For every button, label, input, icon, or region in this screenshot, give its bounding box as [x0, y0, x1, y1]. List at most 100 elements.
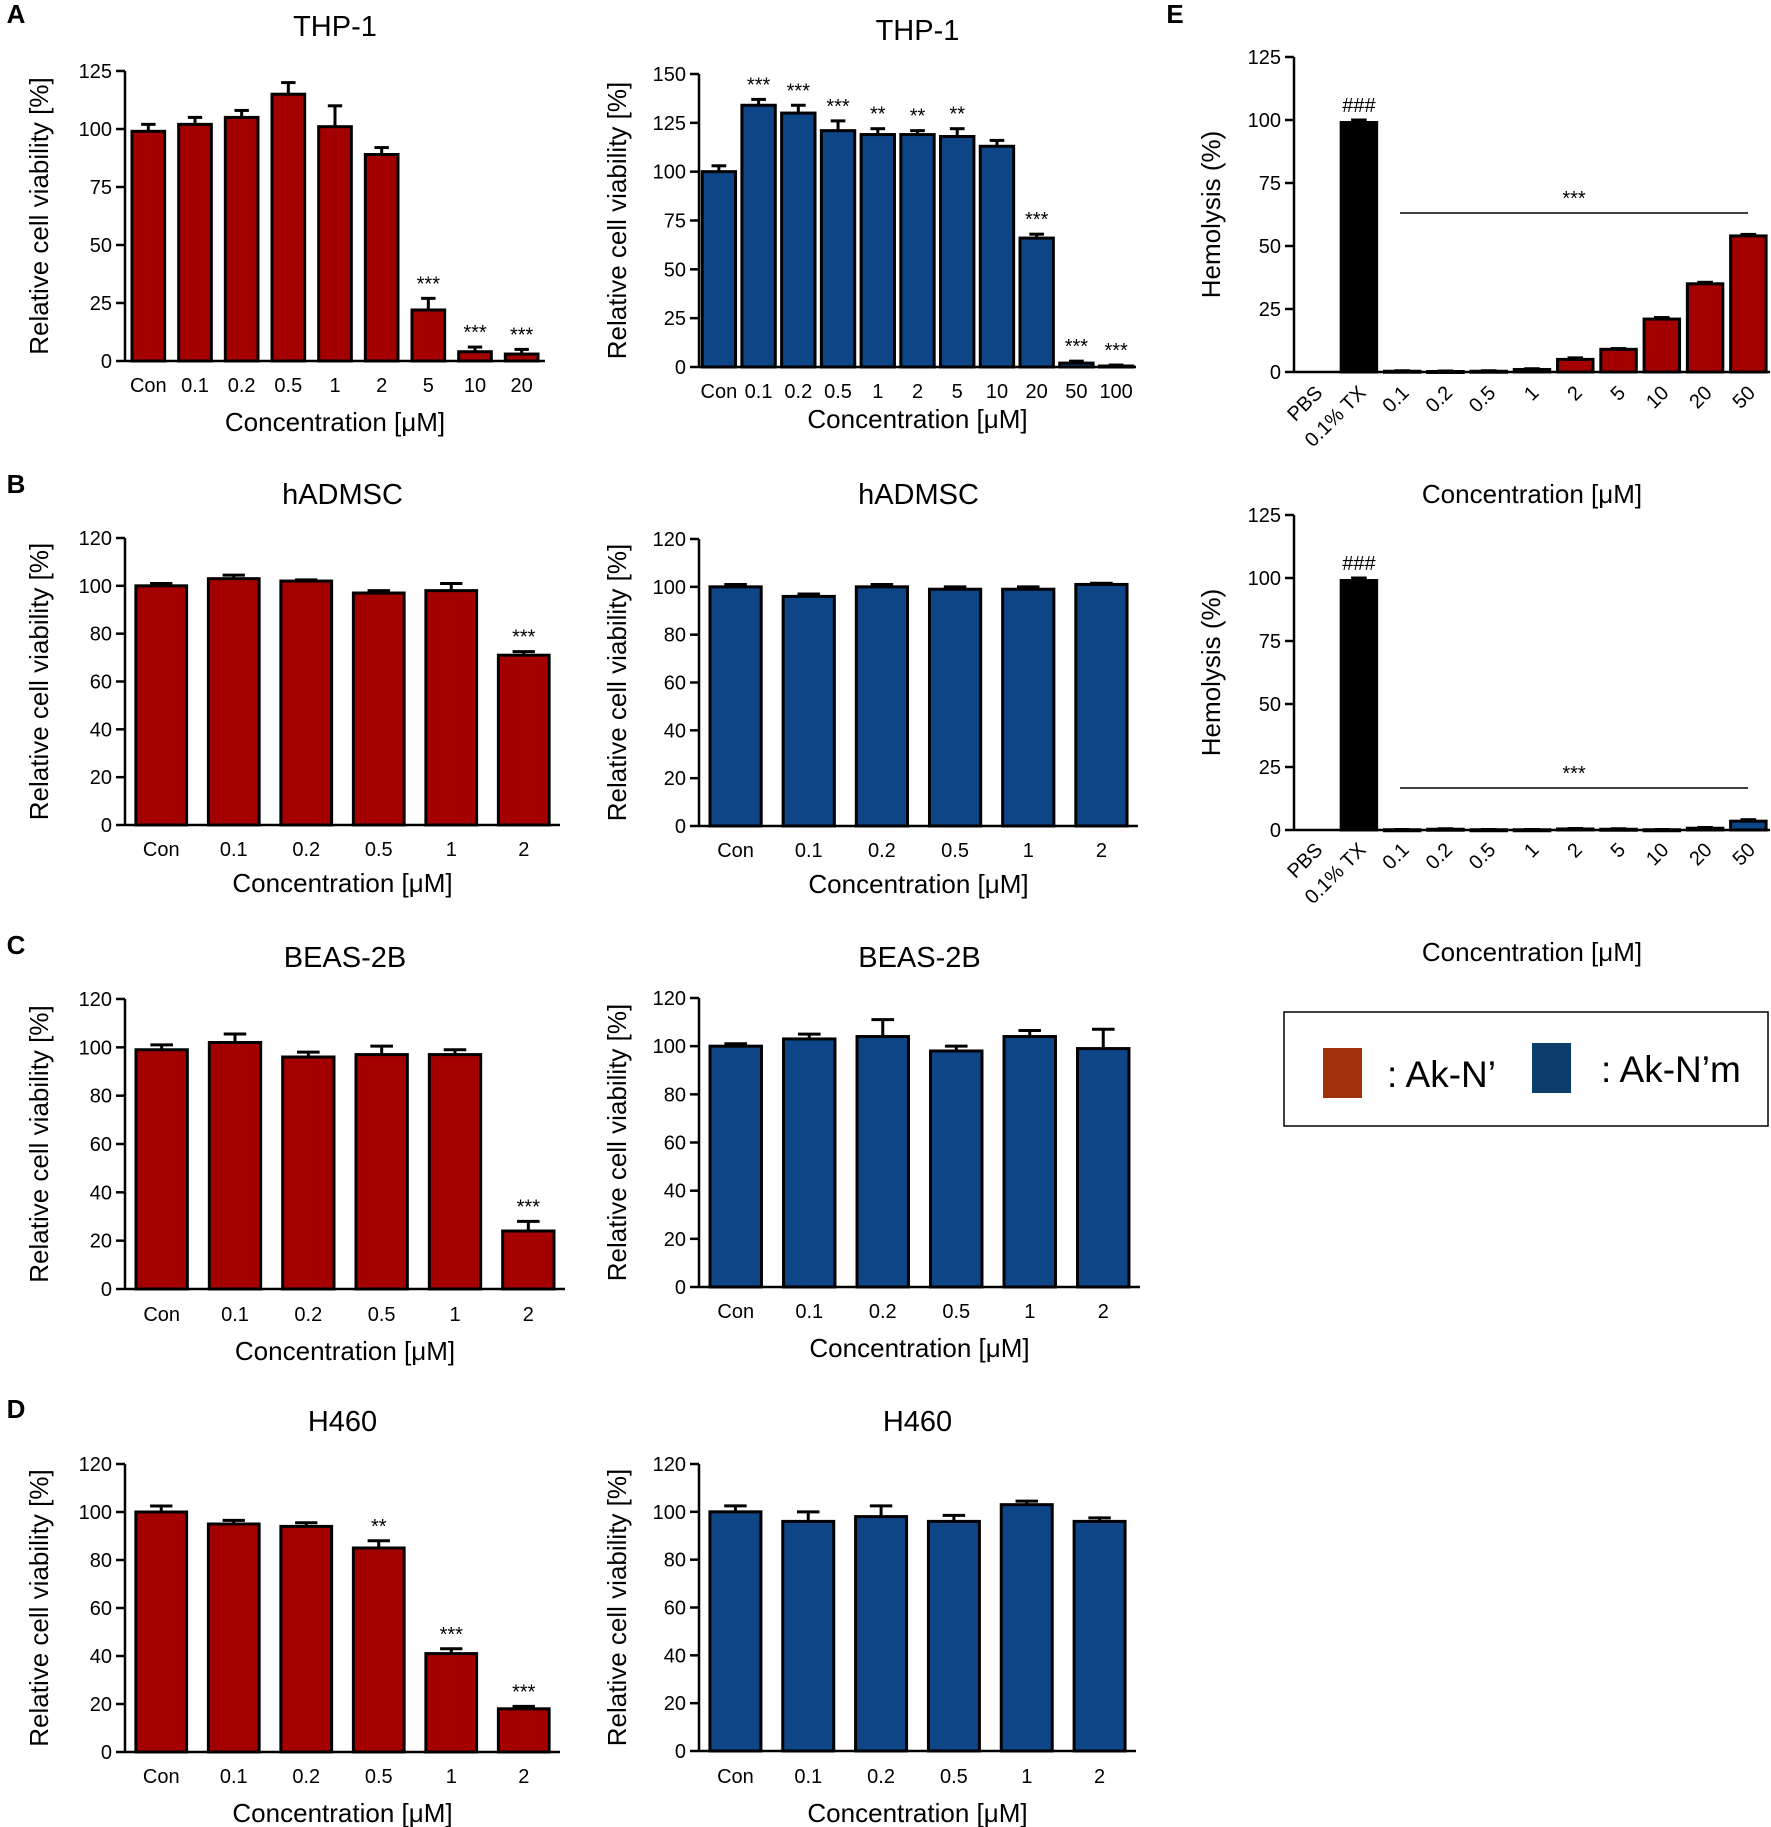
significance-mark: **	[910, 106, 926, 128]
x-axis-label: Concentration [μM]	[232, 868, 452, 898]
legend-label-red: : Ak-N’	[1387, 1054, 1496, 1095]
x-axis-label: Concentration [μM]	[235, 1336, 455, 1366]
x-tick-label: 0.5	[365, 1766, 393, 1788]
bar	[1072, 1519, 1127, 1753]
x-tick-label: 0.1	[1378, 382, 1413, 417]
bar	[410, 308, 447, 363]
bar	[1339, 121, 1379, 374]
x-tick-label: 20	[511, 375, 533, 397]
bar	[700, 170, 738, 369]
x-tick-label: 0.5	[1465, 382, 1500, 417]
x-tick-label: 0.5	[940, 1766, 968, 1788]
chart-title: THP-1	[876, 15, 960, 47]
chart-title: hADMSC	[282, 479, 403, 511]
y-axis-label: Hemolysis (%)	[1196, 589, 1226, 757]
legend-label-blue: : Ak-N’m	[1601, 1049, 1741, 1090]
y-tick-label: 120	[79, 1454, 112, 1476]
bar	[496, 653, 551, 827]
x-tick-label: 0.2	[292, 1766, 320, 1788]
y-tick-label: 125	[79, 61, 112, 83]
bar	[708, 585, 763, 828]
bar	[927, 587, 983, 828]
x-tick-label: 1	[446, 1766, 457, 1788]
bar	[1339, 579, 1379, 832]
x-axis-label: Concentration [μM]	[225, 407, 445, 437]
x-tick-label: 0.5	[274, 375, 302, 397]
x-tick-label: 1	[1520, 382, 1543, 405]
significance-mark: **	[371, 1516, 387, 1538]
y-tick-label: 80	[90, 1550, 112, 1572]
y-tick-label: 40	[664, 720, 686, 742]
y-tick-label: 50	[90, 235, 112, 257]
bar	[781, 1519, 836, 1753]
x-tick-label: 0.5	[1465, 839, 1500, 874]
bar	[206, 1522, 261, 1754]
y-tick-label: 60	[664, 673, 686, 695]
y-tick-label: 40	[90, 1646, 112, 1668]
bracket-label: ***	[1562, 763, 1586, 785]
y-tick-label: 20	[664, 1693, 686, 1715]
y-tick-label: 75	[664, 211, 686, 233]
bar	[427, 1053, 483, 1291]
x-tick-label: Con	[130, 375, 167, 397]
legend-swatch-blue	[1532, 1043, 1571, 1093]
x-tick-label: 0.1	[220, 1766, 248, 1788]
x-tick-label: 0.2	[784, 381, 812, 403]
chart-b1: hADMSC 0 20 40 60 80 100 120 Relative cell viabi…	[24, 479, 560, 898]
y-tick-label: 125	[1248, 505, 1281, 527]
significance-mark: ***	[1104, 340, 1128, 362]
x-tick-label: 0.2	[869, 1301, 897, 1323]
bar	[223, 115, 260, 363]
panel-letter-A: A	[7, 0, 26, 29]
chart-title: THP-1	[293, 11, 377, 43]
x-axis-label: Concentration [μM]	[807, 404, 1027, 434]
y-tick-label: 150	[653, 64, 686, 86]
legend-box	[1283, 1011, 1769, 1127]
y-tick-label: 80	[90, 1086, 112, 1108]
bar	[1556, 357, 1595, 374]
chart-title: BEAS-2B	[284, 942, 407, 974]
y-tick-label: 125	[1248, 47, 1281, 69]
y-tick-label: 0	[101, 1742, 112, 1764]
chart-c1: BEAS-2B 0 20 40 60 80 100 120 Relative cell viab…	[24, 942, 565, 1366]
x-tick-label: 1	[1520, 839, 1543, 862]
x-tick-label: 1	[1023, 840, 1034, 862]
bar	[855, 1035, 910, 1289]
x-tick-label: 2	[1563, 839, 1586, 862]
significance-mark: ***	[517, 1196, 541, 1218]
panel-letter-D: D	[7, 1394, 26, 1424]
x-tick-label: 0.2	[868, 840, 896, 862]
significance-mark: ***	[417, 273, 441, 295]
bar	[781, 594, 836, 828]
x-axis-label: Concentration [μM]	[808, 869, 1028, 899]
bar	[899, 133, 936, 369]
bar	[1642, 317, 1682, 374]
bar	[206, 577, 261, 827]
y-tick-label: 0	[1270, 362, 1281, 384]
bar	[363, 153, 400, 363]
bar	[281, 1055, 336, 1291]
chart-title: BEAS-2B	[858, 942, 981, 974]
significance-mark: ***	[787, 80, 811, 102]
x-tick-label: 2	[1563, 382, 1586, 405]
x-tick-label: 1	[449, 1304, 460, 1326]
y-tick-label: 0	[101, 1279, 112, 1301]
legend: : Ak-N’ : Ak-N’m	[1283, 1011, 1769, 1127]
bar	[279, 1524, 334, 1754]
y-tick-label: 80	[664, 1550, 686, 1572]
x-tick-label: 0.2	[1422, 382, 1457, 417]
bracket-label: ***	[1562, 188, 1586, 210]
x-tick-label: 0.2	[228, 375, 256, 397]
x-tick-label: Con	[717, 1766, 754, 1788]
y-tick-label: 75	[90, 177, 112, 199]
x-tick-label: 0.1	[794, 1766, 822, 1788]
x-tick-label: 0.1	[220, 839, 248, 861]
x-tick-label: 2	[1098, 1301, 1109, 1323]
y-tick-label: 25	[1259, 299, 1281, 321]
significance-mark: ***	[512, 1681, 536, 1703]
x-tick-label: 20	[1685, 382, 1716, 413]
y-tick-label: 20	[664, 768, 686, 790]
